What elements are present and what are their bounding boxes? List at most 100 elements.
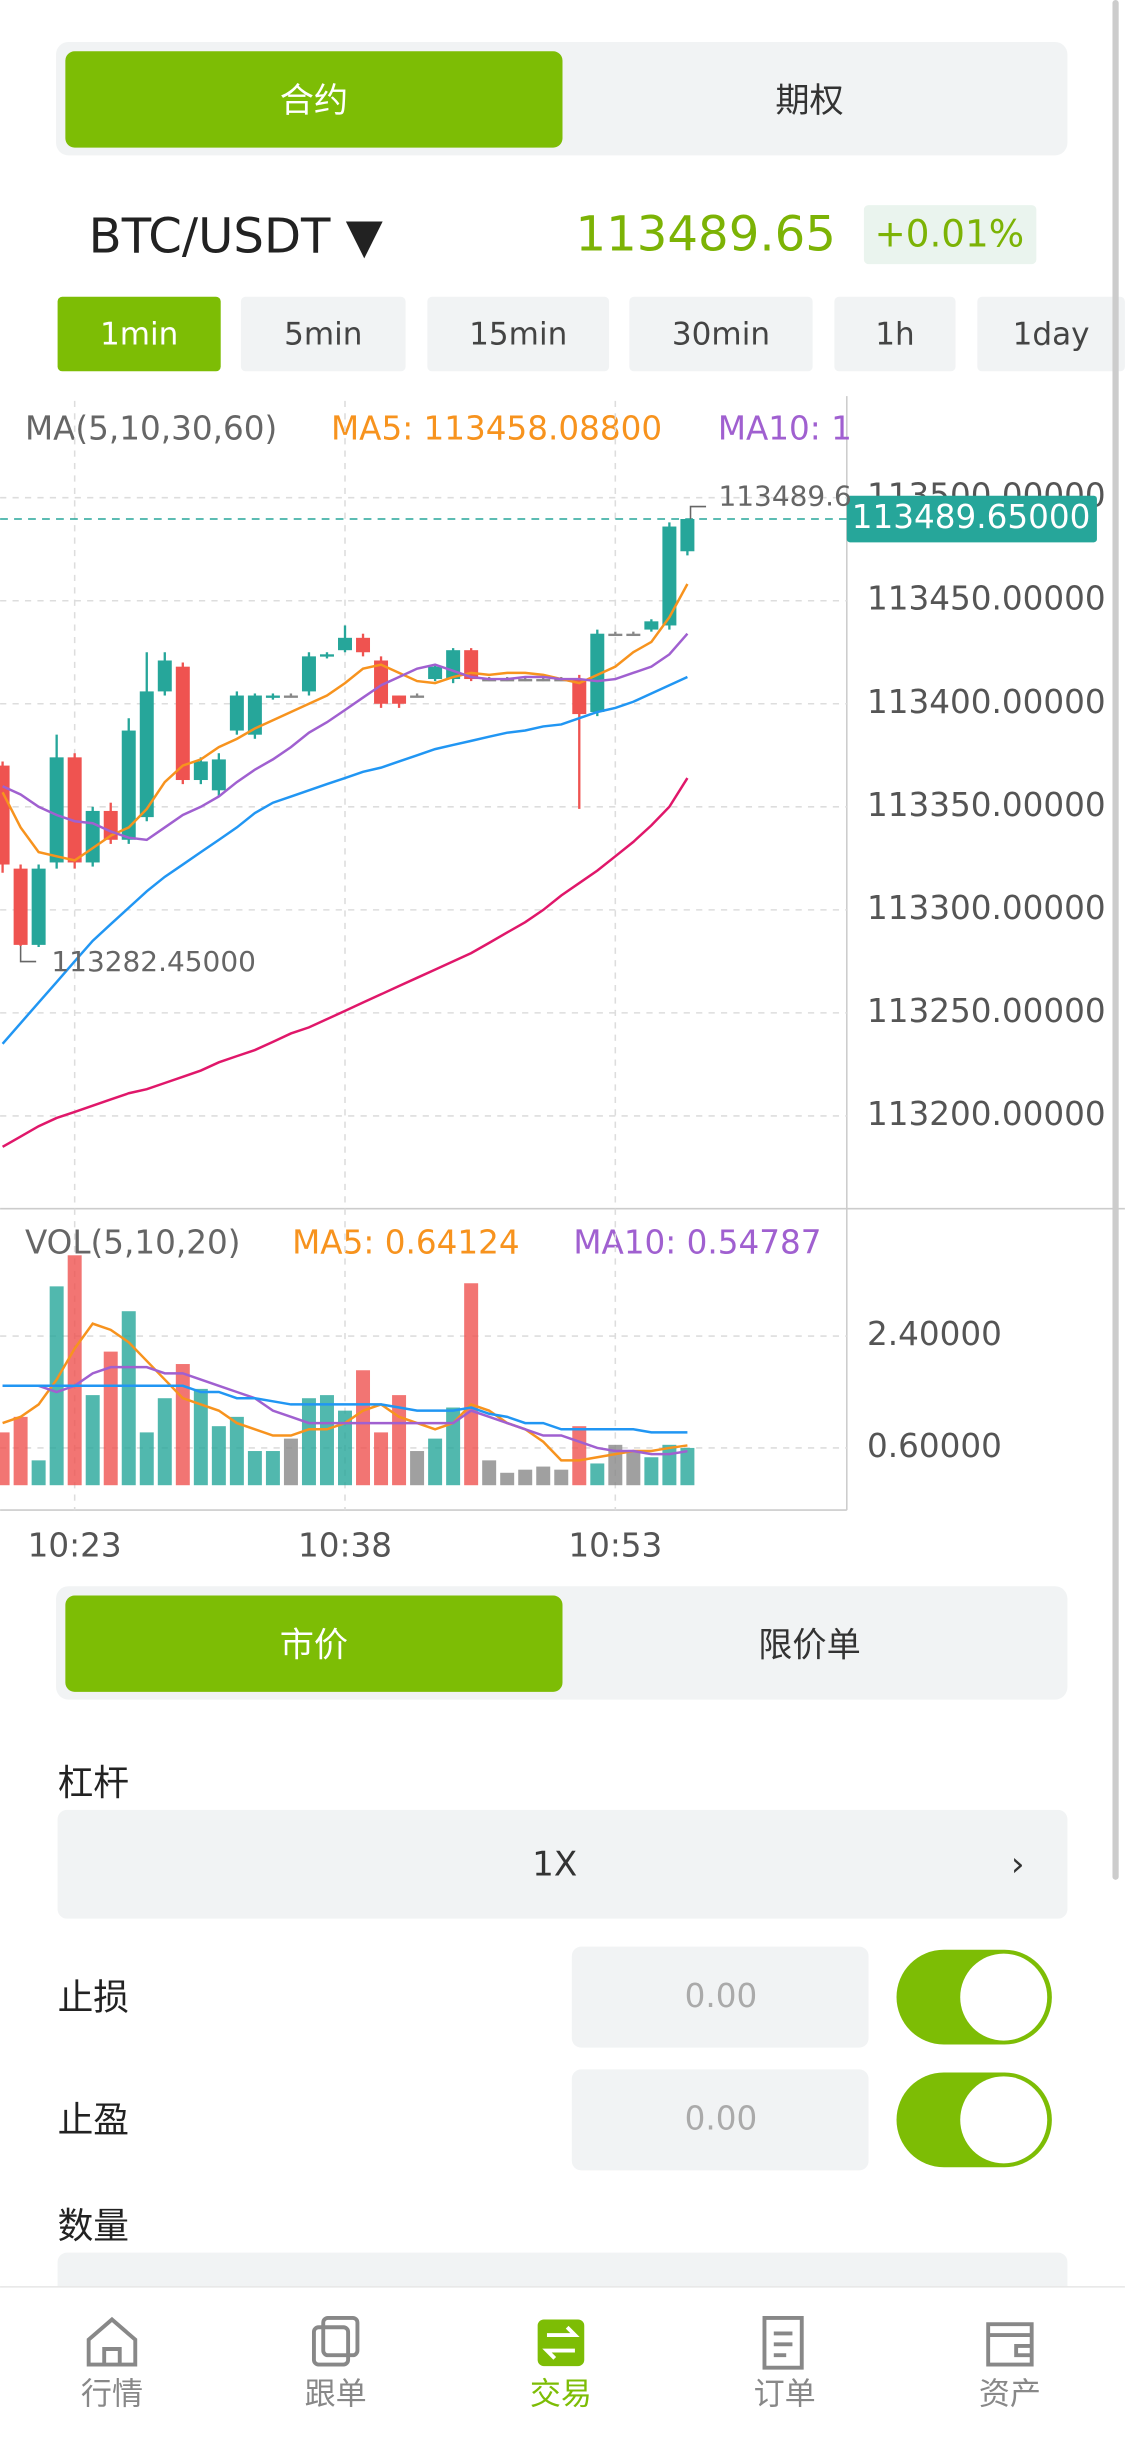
candle-body — [410, 695, 425, 698]
nav-label[interactable]: 跟单 — [305, 2377, 367, 2413]
nav-label[interactable]: 交易 — [530, 2377, 592, 2413]
volume-bar — [356, 1370, 371, 1486]
candle-body — [392, 695, 407, 704]
change: +0.01% — [875, 212, 1025, 256]
label: 杠杆 — [58, 1763, 129, 1804]
volume-bar — [464, 1283, 479, 1486]
interval-label[interactable]: 1min — [100, 317, 178, 353]
interval-button[interactable] — [427, 296, 610, 372]
candle-body — [680, 519, 695, 552]
tab[interactable]: 限价单 — [758, 1625, 860, 1665]
candle-body — [139, 691, 154, 818]
interval-label[interactable]: 15min — [469, 317, 567, 353]
interval-label[interactable]: 1h — [875, 317, 914, 353]
y-tick-label: 113350.00000 — [867, 786, 1106, 824]
volume-bar — [319, 1395, 334, 1486]
volume-bar — [175, 1364, 190, 1486]
interval-label[interactable]: 30min — [672, 317, 770, 353]
volume-bar — [13, 1416, 28, 1486]
toggle-knob — [960, 2076, 1048, 2164]
ma-line — [1, 675, 688, 1045]
candle-body — [608, 633, 623, 637]
candle-body — [319, 654, 334, 657]
y-tick-label: 113250.00000 — [867, 992, 1106, 1030]
nav-label[interactable]: 订单 — [754, 2377, 816, 2413]
y-tick-label: 113300.00000 — [867, 889, 1106, 927]
volume-bar — [301, 1398, 316, 1486]
interval-button[interactable] — [57, 296, 221, 372]
volume-bar — [626, 1451, 641, 1486]
input[interactable] — [571, 1946, 869, 2048]
tab-active[interactable] — [65, 1595, 563, 1692]
volume-bar — [211, 1426, 226, 1486]
toggle-knob — [960, 1953, 1048, 2041]
tab[interactable]: 市价 — [280, 1625, 348, 1665]
volume-bar — [283, 1438, 298, 1486]
icon-home — [86, 2316, 138, 2367]
candle-body — [121, 730, 136, 840]
candle-body — [338, 637, 352, 651]
input[interactable] — [571, 2069, 869, 2171]
nav-label[interactable]: 行情 — [81, 2377, 143, 2413]
pair[interactable]: BTC/USDT ▼ — [89, 208, 383, 264]
volume-bar — [247, 1451, 262, 1486]
volume-bar — [446, 1407, 461, 1486]
tab-active[interactable] — [65, 51, 563, 148]
volume-bar — [67, 1255, 82, 1486]
volume-bar — [482, 1460, 497, 1486]
volume-bar — [265, 1451, 280, 1486]
volume-bar — [536, 1466, 551, 1486]
volume-bar — [121, 1311, 136, 1486]
vol-legend: MA5: 0.64124 — [292, 1223, 519, 1261]
low-marker-arrow — [19, 946, 37, 963]
interval-button[interactable] — [977, 296, 1125, 372]
ma-legend: MA5: 113458.08800 — [331, 409, 662, 447]
leverage-select[interactable] — [57, 1809, 1068, 1919]
candle-body — [85, 810, 100, 863]
last-price-tag — [846, 495, 1097, 543]
candle-body — [356, 637, 371, 653]
interval-label[interactable]: 5min — [284, 317, 362, 353]
volume-bar — [680, 1447, 695, 1486]
y-tick-label: 113200.00000 — [867, 1095, 1106, 1133]
nav-label[interactable]: 资产 — [979, 2377, 1041, 2413]
candle-body — [229, 695, 244, 731]
ma-line — [2, 1384, 688, 1434]
candle-body — [157, 660, 172, 692]
volume-bar — [103, 1351, 118, 1486]
candle-body — [536, 679, 551, 682]
candle-body — [590, 633, 605, 713]
vol-tick-label: 2.40000 — [867, 1315, 1002, 1353]
interval-button[interactable] — [834, 296, 956, 372]
candle-body — [518, 679, 533, 682]
leverage: 1X — [532, 1844, 577, 1884]
volume-bar — [157, 1398, 172, 1486]
interval-button[interactable] — [240, 296, 406, 372]
label: 数量 — [58, 2206, 129, 2247]
placeholder: 0.00 — [685, 1977, 758, 2015]
interval-button[interactable] — [629, 296, 813, 372]
ma-legend: MA(5,10,30,60) — [25, 409, 277, 447]
ma-line — [2, 632, 689, 842]
icon-copy — [311, 2325, 351, 2367]
candle-body — [49, 757, 64, 863]
candle-body — [644, 621, 659, 630]
interval-label[interactable]: 1day — [1013, 317, 1090, 353]
volume-bar — [193, 1388, 208, 1486]
icon-copy — [321, 2315, 360, 2358]
scrollbar — [1112, 0, 1119, 1880]
candle-body — [464, 650, 479, 680]
ma-legend: MA10: 1 — [718, 409, 852, 447]
candle-body — [572, 679, 587, 715]
x-tick-label: 10:53 — [568, 1526, 662, 1564]
tab[interactable]: 合约 — [280, 81, 348, 121]
volume-bar — [518, 1469, 533, 1486]
candle-body — [662, 526, 677, 626]
volume-bar — [590, 1463, 605, 1486]
tab[interactable]: 期权 — [775, 81, 843, 121]
ma-line — [2, 1365, 688, 1456]
placeholder: 0.00 — [685, 2100, 758, 2138]
volume-bar — [139, 1432, 154, 1486]
